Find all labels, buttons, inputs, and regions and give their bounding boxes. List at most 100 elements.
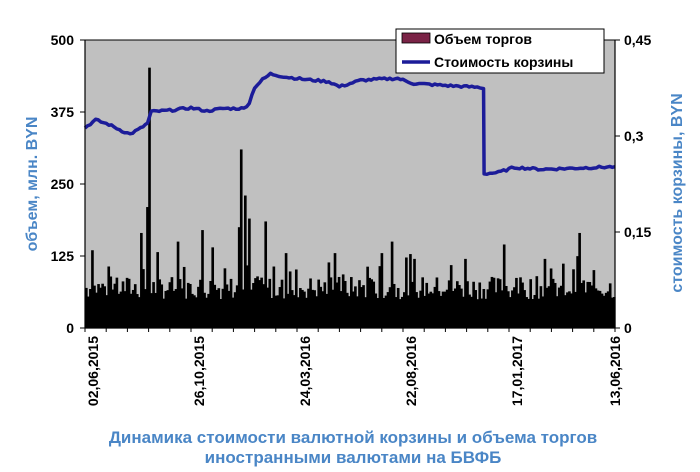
volume-bar: [476, 299, 480, 328]
volume-bar: [427, 293, 431, 328]
volume-bar: [91, 250, 94, 328]
volume-bar: [201, 230, 204, 328]
volume-bar: [500, 290, 504, 328]
volume-bar: [331, 289, 335, 328]
volume-bar: [384, 295, 388, 328]
volume-bar: [488, 281, 492, 328]
volume-bar: [93, 285, 96, 328]
volume-bar: [441, 291, 445, 328]
volume-bar: [223, 268, 227, 328]
volume-bar: [368, 277, 371, 328]
volume-bar: [347, 296, 351, 328]
y-left-tick-label: 250: [51, 176, 75, 192]
volume-bar: [184, 298, 188, 328]
volume-bar: [545, 287, 549, 328]
volume-bar: [341, 274, 345, 328]
volume-bar: [131, 289, 135, 328]
volume-bar: [543, 258, 547, 328]
volume-bar: [388, 287, 392, 328]
volume-bar: [553, 282, 557, 328]
volume-bar: [370, 279, 374, 328]
volume-bar: [103, 286, 106, 328]
volume-bar: [378, 266, 382, 328]
volume-bar: [396, 287, 400, 328]
volume-bar: [303, 291, 306, 328]
volume-bar: [309, 278, 312, 328]
volume-bar: [480, 298, 484, 328]
volume-bar: [562, 263, 565, 328]
volume-bar: [360, 287, 363, 328]
volume-bar: [268, 278, 272, 328]
volume-bar: [333, 253, 337, 328]
volume-bar: [292, 295, 296, 328]
volume-bar: [111, 289, 115, 328]
volume-bar: [260, 277, 263, 328]
volume-bar: [162, 298, 166, 328]
volume-bar: [366, 266, 369, 328]
volume-bar: [345, 292, 349, 328]
volume-bar: [319, 286, 323, 328]
volume-bar: [174, 289, 178, 328]
volume-bar: [580, 282, 583, 328]
volume-bar: [439, 295, 443, 328]
legend: Объем торгов Стоимость корзины: [395, 28, 605, 74]
volume-bar: [113, 283, 117, 328]
volume-bar: [321, 291, 325, 328]
volume-bar: [248, 218, 251, 328]
volume-bar: [535, 276, 539, 328]
chart-title-line-2: иностранными валютами на БВФБ: [205, 448, 502, 467]
volume-bar: [492, 277, 496, 328]
volume-bar: [215, 289, 219, 328]
volume-bar: [148, 67, 151, 329]
axis-ticks: [80, 39, 620, 332]
volume-bar: [121, 281, 125, 328]
volume-bar: [415, 292, 418, 328]
volume-bar: [307, 288, 310, 328]
volume-bar: [150, 293, 153, 328]
volume-bar: [515, 277, 518, 328]
volume-bar: [323, 282, 327, 328]
volume-bar: [297, 297, 300, 328]
volume-bar: [254, 278, 257, 328]
volume-bar: [502, 244, 506, 328]
volume-bar: [350, 277, 353, 328]
volume-bar: [462, 296, 465, 328]
volume-bar: [431, 293, 435, 328]
y-right-axis-title: стоимость корзины, BYN: [669, 93, 686, 292]
volume-bar: [568, 291, 571, 328]
volume-bar: [299, 288, 302, 328]
volume-bar: [227, 290, 231, 328]
y-left-axis-title: объем, млн. BYN: [24, 117, 41, 252]
volume-bar: [572, 269, 575, 328]
volume-bar: [327, 262, 331, 328]
volume-bar: [166, 290, 170, 328]
volume-bar: [435, 277, 439, 328]
volume-bar: [559, 285, 563, 328]
volume-bar: [352, 291, 355, 328]
x-tick-label: 17,01,2017: [509, 336, 525, 406]
x-tick-label: 22,08,2016: [403, 336, 419, 406]
volume-bar: [541, 296, 545, 328]
volume-bar: [339, 291, 343, 328]
legend-swatch-volume: [401, 32, 431, 44]
volume-bar: [337, 276, 341, 328]
volume-bar: [527, 298, 530, 328]
volume-bar: [372, 281, 376, 328]
volume-bar: [586, 281, 590, 328]
volume-bar: [235, 285, 239, 328]
volume-bar: [578, 232, 581, 328]
volume-bar: [197, 286, 200, 328]
volume-bar: [392, 283, 396, 328]
x-tick-label: 02,06,2015: [85, 336, 101, 406]
volume-bar: [417, 297, 420, 328]
volume-bar: [574, 291, 577, 328]
volume-bar: [97, 284, 100, 328]
volume-bar: [405, 257, 408, 328]
volume-bar: [276, 295, 280, 328]
volume-bar: [237, 227, 241, 328]
volume-bar: [533, 294, 537, 328]
volume-bar: [596, 290, 600, 328]
volume-bar: [557, 287, 561, 328]
volume-bar: [390, 241, 394, 328]
volume-bar: [447, 280, 451, 328]
